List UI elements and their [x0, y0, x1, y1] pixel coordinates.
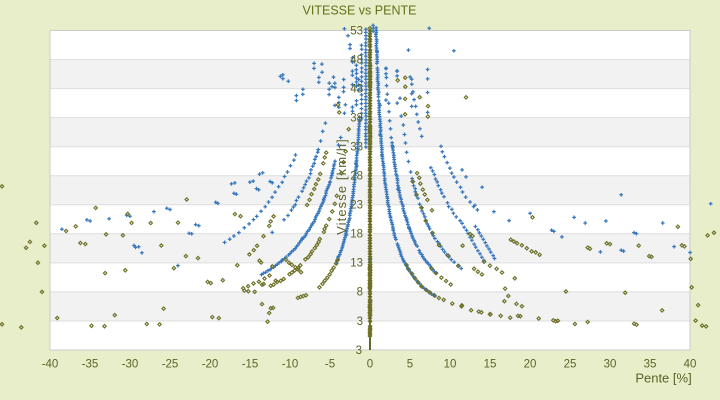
svg-text:3: 3 — [356, 345, 362, 357]
svg-text:43: 43 — [350, 83, 363, 95]
svg-text:23: 23 — [350, 200, 363, 212]
svg-text:48: 48 — [350, 54, 363, 66]
svg-text:-35: -35 — [82, 359, 99, 371]
svg-text:Vitesse [km/h]: Vitesse [km/h] — [334, 138, 349, 235]
svg-text:Pente [%]: Pente [%] — [635, 371, 691, 386]
svg-text:40: 40 — [684, 359, 697, 371]
svg-text:53: 53 — [350, 25, 363, 37]
svg-text:15: 15 — [484, 359, 497, 371]
svg-text:-25: -25 — [162, 359, 179, 371]
svg-text:-15: -15 — [242, 359, 259, 371]
svg-text:-40: -40 — [42, 359, 59, 371]
svg-text:30: 30 — [604, 359, 617, 371]
svg-text:18: 18 — [350, 229, 363, 241]
svg-text:-5: -5 — [325, 359, 335, 371]
svg-text:28: 28 — [350, 171, 363, 183]
svg-text:25: 25 — [564, 359, 577, 371]
svg-text:33: 33 — [350, 142, 363, 154]
svg-text:35: 35 — [644, 359, 657, 371]
svg-text:20: 20 — [524, 359, 537, 371]
svg-text:0: 0 — [367, 359, 373, 371]
svg-text:VITESSE vs PENTE: VITESSE vs PENTE — [303, 4, 417, 18]
svg-text:-30: -30 — [122, 359, 139, 371]
svg-text:3: 3 — [357, 316, 363, 328]
svg-text:8: 8 — [357, 287, 363, 299]
svg-text:-20: -20 — [202, 359, 219, 371]
svg-text:5: 5 — [407, 359, 413, 371]
svg-text:38: 38 — [350, 112, 363, 124]
svg-text:10: 10 — [444, 359, 457, 371]
svg-text:-10: -10 — [282, 359, 299, 371]
svg-text:13: 13 — [350, 258, 363, 270]
